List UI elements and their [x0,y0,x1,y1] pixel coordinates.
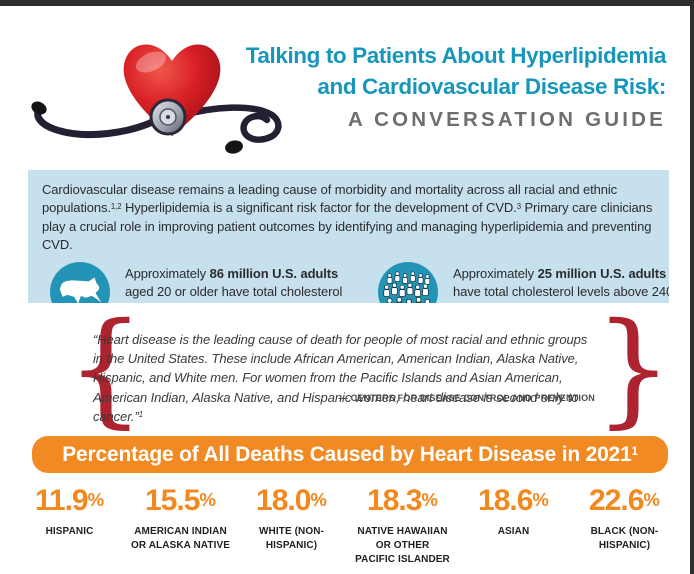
page-subtitle: A CONVERSATION GUIDE [348,108,666,132]
page-title-line2: and Cardiovascular Disease Risk: [317,74,666,100]
percent-sign: % [532,489,549,510]
percent-sign: % [199,489,216,510]
stat-value: 18.3% [347,484,458,518]
stat-us-pre: Approximately [125,265,210,281]
stat-value: 18.0% [236,484,347,518]
crowd-icon [378,261,438,303]
stat-us-adults-240: Approximately 25 million U.S. adults hav… [370,261,669,303]
deaths-banner: Percentage of All Deaths Caused by Heart… [32,436,668,473]
stat-number: 18.6 [478,484,533,517]
stat-label: WHITE (NON- HISPANIC) [259,526,324,552]
intro-panel: Cardiovascular disease remains a leading… [28,170,669,303]
stat-us-adults-200: Approximately 86 million U.S. adults age… [42,261,370,303]
stat-value: 18.6% [458,484,569,518]
heart-stethoscope-illustration [31,44,282,154]
heart-shape [123,44,221,136]
page-title-line1: Talking to Patients About Hyperlipidemia [245,43,667,68]
stat-number: 18.3 [367,484,422,517]
stat-asian: 18.6% ASIAN [458,484,569,568]
stat-value: 15.5% [125,484,236,518]
stat-value: 22.6% [569,484,680,518]
stat-number: 18.0 [256,484,311,517]
stat-us-text: Approximately 86 million U.S. adults age… [125,262,370,303]
stat-us-bold: 86 million U.S. adults [209,265,339,281]
stat-number: 15.5 [145,484,200,517]
cdc-quote-superscript: 1 [138,410,143,420]
percent-sign: % [643,489,660,510]
intro-text-3: Primary care clinicians play a crucial r… [42,200,653,253]
death-percentage-row: 11.9% HISPANIC 15.5% AMERICAN INDIAN OR … [14,484,680,568]
stat-number: 22.6 [589,484,644,517]
deaths-banner-superscript: 1 [631,445,638,458]
stethoscope-tube-right [176,104,282,143]
left-brace-icon: { [66,297,145,441]
deaths-banner-label: Percentage of All Deaths Caused by Heart… [62,442,632,466]
stethoscope-tube-left [34,105,168,138]
stethoscope-eartip-left [31,101,47,115]
stat-white: 18.0% WHITE (NON- HISPANIC) [236,484,347,568]
right-edge-bar [690,0,694,574]
stat-hispanic: 11.9% HISPANIC [14,484,125,568]
us-map-icon [50,261,110,303]
intro-superscript-1: 1,2 [110,201,122,211]
percent-sign: % [310,489,327,510]
stat-us-post: aged 20 or older have total cholesterol … [125,283,343,303]
stat-label: AMERICAN INDIAN OR ALASKA NATIVE [130,526,230,552]
title-block: Talking to Patients About Hyperlipidemia… [196,40,667,132]
intro-superscript-2: 3 [516,201,521,211]
stethoscope-eartip-right [225,140,243,154]
stat-label: ASIAN [497,526,530,537]
deaths-banner-text: Percentage of All Deaths Caused by Heart… [62,443,638,467]
stat-native-hawaiian: 18.3% NATIVE HAWAIIAN OR OTHER PACIFIC I… [347,484,458,568]
stat-number: 11.9 [34,484,89,517]
stat-label: BLACK (NON- HISPANIC) [590,526,659,552]
stat-crowd-post: have total cholesterol levels above 240 … [453,283,669,303]
percent-sign: % [421,489,438,510]
cdc-quote: “Heart disease is the leading cause of d… [93,330,595,426]
cdc-quote-attribution: — CENTERS FOR DISEASE CONTROL AND PREVEN… [338,393,595,403]
right-brace-icon: } [594,297,673,441]
stat-crowd-bold: 25 million U.S. adults [537,265,667,281]
percent-sign: % [87,489,105,510]
stat-crowd-text: Approximately 25 million U.S. adults hav… [453,262,669,303]
stat-crowd-pre: Approximately [453,265,538,281]
stethoscope-diaphragm-center [166,115,170,119]
cholesterol-stats-row: Approximately 86 million U.S. adults age… [42,261,669,303]
stat-label: NATIVE HAWAIIAN OR OTHER PACIFIC ISLANDE… [355,526,450,566]
heart-stethoscope-image [22,16,304,166]
cdc-quote-text: “Heart disease is the leading cause of d… [93,332,588,424]
stat-black: 22.6% BLACK (NON- HISPANIC) [569,484,680,568]
intro-text-2: Hyperlipidemia is a significant risk fac… [121,200,517,216]
stat-american-indian: 15.5% AMERICAN INDIAN OR ALASKA NATIVE [125,484,236,568]
stat-value: 11.9% [14,484,125,518]
intro-text-1: Cardiovascular disease remains a leading… [42,182,618,216]
stat-label: HISPANIC [45,526,94,537]
top-edge-bar [0,0,694,6]
intro-paragraph: Cardiovascular disease remains a leading… [42,181,654,255]
heart-gloss-highlight [135,51,167,73]
